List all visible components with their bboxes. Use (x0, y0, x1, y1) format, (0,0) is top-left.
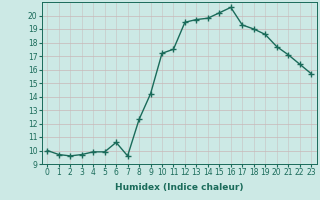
X-axis label: Humidex (Indice chaleur): Humidex (Indice chaleur) (115, 183, 244, 192)
